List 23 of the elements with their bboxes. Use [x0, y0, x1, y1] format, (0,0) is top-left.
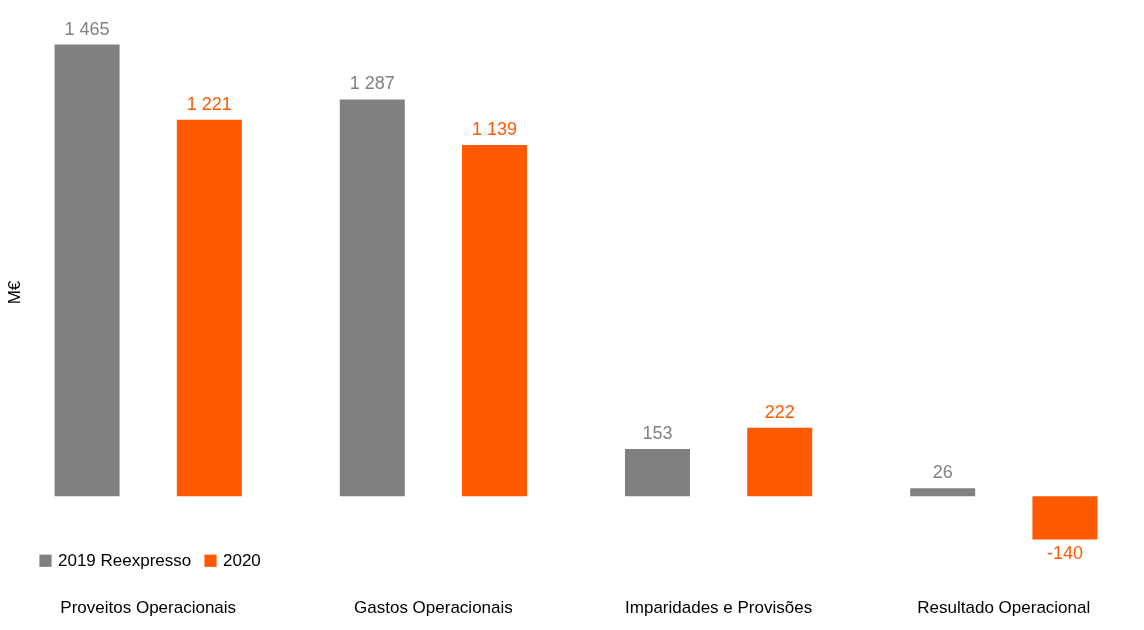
bar [624, 449, 690, 497]
data-label: 26 [932, 462, 953, 483]
data-label: -140 [1046, 543, 1083, 564]
y-axis-title: M€ [4, 280, 24, 305]
x-tick-label: Gastos Operacionais [354, 597, 513, 617]
x-tick-label: Proveitos Operacionais [60, 597, 237, 617]
bar [910, 488, 976, 497]
x-tick-label: Resultado Operacional [917, 597, 1091, 617]
legend-label: 2019 Reexpresso [58, 550, 192, 570]
data-label: 1 465 [64, 18, 110, 39]
data-label: 222 [764, 401, 795, 422]
bar [54, 44, 120, 497]
data-label: 1 139 [471, 119, 518, 140]
bar [1032, 496, 1098, 540]
data-label: 1 221 [186, 93, 232, 114]
legend-label: 2020 [223, 550, 261, 570]
data-label: 1 287 [349, 73, 395, 94]
bar [747, 427, 813, 497]
bar [176, 119, 242, 497]
bar [339, 99, 405, 497]
data-label: 153 [642, 423, 673, 444]
x-tick-label: Imparidades e Provisões [625, 597, 813, 617]
bar [462, 145, 528, 497]
